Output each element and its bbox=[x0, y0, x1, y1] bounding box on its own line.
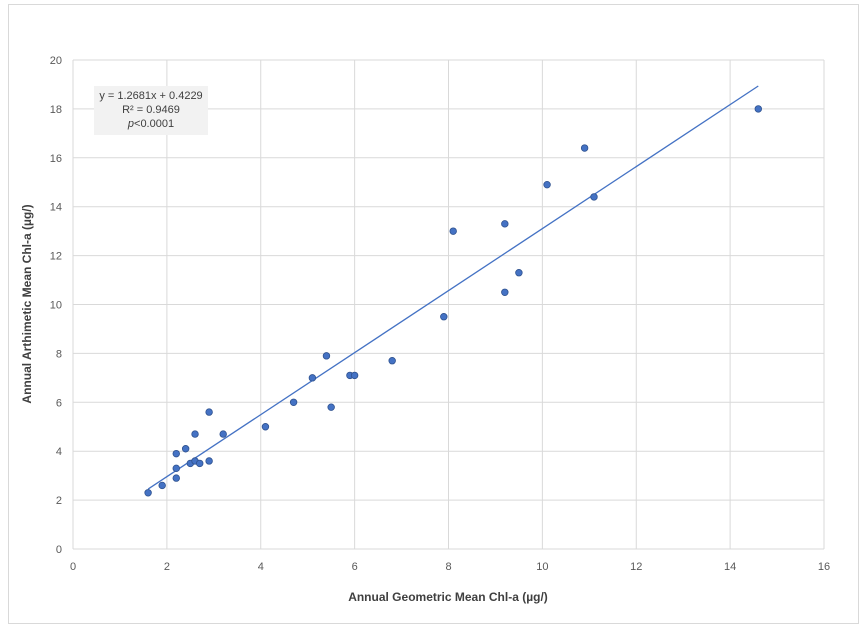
data-point-2 bbox=[172, 474, 180, 482]
x-tick-label-5: 10 bbox=[536, 561, 548, 573]
y-tick-label-7: 14 bbox=[50, 202, 62, 214]
y-tick-label-5: 10 bbox=[50, 300, 62, 312]
y-tick-label-1: 2 bbox=[56, 495, 62, 507]
trendline-equation: y = 1.2681x + 0.4229 bbox=[99, 90, 202, 102]
data-point-21 bbox=[440, 313, 448, 321]
x-tick-label-8: 16 bbox=[818, 561, 830, 573]
x-tick-label-0: 0 bbox=[70, 561, 76, 573]
y-tick-label-10: 20 bbox=[50, 55, 62, 67]
data-point-10 bbox=[205, 457, 213, 465]
x-axis-title: Annual Geometric Mean Chl-a (µg/) bbox=[348, 590, 548, 604]
x-tick-label-2: 4 bbox=[258, 561, 264, 573]
x-tick-label-1: 2 bbox=[164, 561, 170, 573]
p-value: <0.0001 bbox=[134, 118, 174, 130]
x-tick-label-7: 14 bbox=[724, 561, 736, 573]
y-tick-label-8: 16 bbox=[50, 153, 62, 165]
data-point-5 bbox=[181, 445, 190, 453]
data-point-20 bbox=[388, 357, 396, 365]
equation-box: y = 1.2681x + 0.4229 R² = 0.9469 p<0.000… bbox=[94, 86, 208, 135]
data-point-24 bbox=[501, 220, 509, 228]
data-point-8 bbox=[191, 430, 199, 438]
data-point-19 bbox=[350, 371, 359, 380]
data-point-26 bbox=[543, 180, 551, 189]
y-tick-label-0: 0 bbox=[56, 544, 62, 556]
x-tick-labels: 0 2 4 6 8 10 12 14 16 bbox=[70, 561, 830, 573]
equation-box-background bbox=[94, 86, 208, 135]
data-point-17 bbox=[327, 403, 335, 411]
data-point-22 bbox=[449, 227, 457, 235]
data-point-13 bbox=[261, 423, 270, 431]
data-point-29 bbox=[754, 105, 762, 113]
data-points bbox=[144, 105, 762, 497]
x-tick-label-4: 8 bbox=[445, 561, 451, 573]
data-point-12 bbox=[219, 430, 227, 438]
r-squared-label: R² = 0.9469 bbox=[122, 104, 180, 116]
trendline bbox=[147, 85, 759, 490]
data-point-4 bbox=[172, 449, 180, 458]
gridlines bbox=[72, 59, 825, 550]
y-tick-label-4: 8 bbox=[56, 348, 62, 360]
y-tick-label-6: 12 bbox=[50, 251, 62, 263]
data-point-3 bbox=[172, 464, 180, 473]
data-point-23 bbox=[501, 288, 509, 296]
y-tick-label-3: 6 bbox=[56, 397, 62, 409]
data-point-11 bbox=[205, 408, 213, 416]
y-tick-label-2: 4 bbox=[56, 446, 62, 458]
x-tick-label-3: 6 bbox=[352, 561, 358, 573]
data-point-1 bbox=[158, 481, 166, 490]
data-point-16 bbox=[322, 352, 331, 360]
data-point-27 bbox=[580, 144, 589, 152]
y-tick-labels: 0 2 4 6 8 10 12 14 16 18 20 bbox=[50, 55, 62, 556]
y-tick-label-9: 18 bbox=[50, 104, 62, 116]
p-value-label: p<0.0001 bbox=[127, 118, 174, 130]
data-point-14 bbox=[289, 398, 298, 406]
data-point-15 bbox=[308, 374, 317, 382]
data-point-28 bbox=[590, 193, 598, 201]
data-point-9 bbox=[196, 459, 204, 468]
x-tick-label-6: 12 bbox=[630, 561, 642, 573]
y-axis-title: Annual Arthimetic Mean Chl-a (µg/) bbox=[20, 204, 34, 403]
data-point-25 bbox=[515, 269, 523, 277]
data-point-0 bbox=[144, 489, 152, 497]
p-symbol: p bbox=[127, 118, 134, 130]
